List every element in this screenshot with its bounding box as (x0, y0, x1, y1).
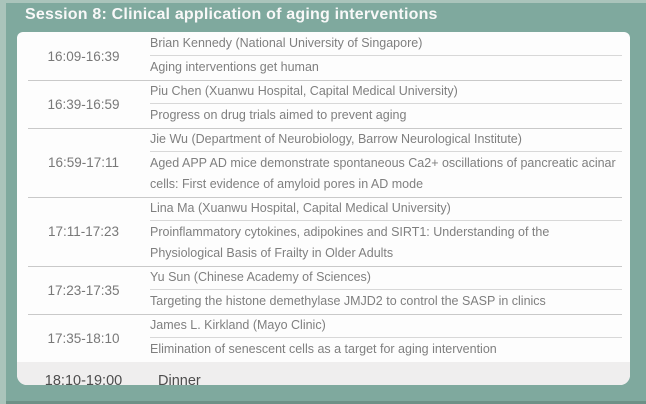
row-time: 16:09-16:39 (47, 48, 120, 64)
row-talk-title: Targeting the histone demethylase JMJD2 … (150, 294, 546, 308)
row-speaker: Yu Sun (Chinese Academy of Sciences) (150, 267, 622, 290)
schedule-row: 17:35-18:10 James L. Kirkland (Mayo Clin… (17, 314, 630, 362)
row-content: Yu Sun (Chinese Academy of Sciences) Tar… (150, 266, 630, 314)
row-content: Piu Chen (Xuanwu Hospital, Capital Medic… (150, 80, 630, 128)
frame-bottom-shade (6, 401, 646, 404)
row-time: 16:39-16:59 (47, 96, 120, 112)
row-speaker: James L. Kirkland (Mayo Clinic) (150, 315, 622, 338)
row-talk-title: Progress on drug trials aimed to prevent… (150, 108, 407, 122)
dinner-row: 18:10-19:00 Dinner (17, 362, 630, 385)
row-content: Jie Wu (Department of Neurobiology, Barr… (150, 128, 630, 197)
schedule-row: 17:11-17:23 Lina Ma (Xuanwu Hospital, Ca… (17, 197, 630, 266)
session-title: Session 8: Clinical application of aging… (25, 6, 438, 23)
row-speaker: Piu Chen (Xuanwu Hospital, Capital Medic… (150, 81, 622, 104)
row-content: James L. Kirkland (Mayo Clinic) Eliminat… (150, 314, 630, 362)
dinner-time: 18:10-19:00 (44, 373, 123, 385)
schedule-row: 17:23-17:35 Yu Sun (Chinese Academy of S… (17, 266, 630, 314)
row-speaker: Brian Kennedy (National University of Si… (150, 33, 622, 56)
row-talk-title: Aged APP AD mice demonstrate spontaneous… (150, 156, 616, 191)
row-time: 16:59-17:11 (47, 155, 120, 170)
row-speaker: Jie Wu (Department of Neurobiology, Barr… (150, 129, 622, 152)
row-time: 17:11-17:23 (47, 224, 120, 239)
schedule-row: 16:39-16:59 Piu Chen (Xuanwu Hospital, C… (17, 80, 630, 128)
row-time: 17:23-17:35 (47, 282, 120, 298)
row-talk-title: Elimination of senescent cells as a targ… (150, 342, 497, 356)
row-content: Brian Kennedy (National University of Si… (150, 32, 630, 80)
schedule-table: 16:09-16:39 Brian Kennedy (National Univ… (17, 32, 630, 385)
row-time: 17:35-18:10 (47, 330, 120, 346)
schedule-row: 16:09-16:39 Brian Kennedy (National Univ… (17, 32, 630, 80)
row-talk-title: Proinflammatory cytokines, adipokines an… (150, 225, 550, 260)
row-speaker: Lina Ma (Xuanwu Hospital, Capital Medica… (150, 198, 622, 221)
dinner-label: Dinner (158, 373, 201, 385)
row-talk-title: Aging interventions get human (150, 60, 319, 74)
row-content: Lina Ma (Xuanwu Hospital, Capital Medica… (150, 197, 630, 266)
schedule-row: 16:59-17:11 Jie Wu (Department of Neurob… (17, 128, 630, 197)
